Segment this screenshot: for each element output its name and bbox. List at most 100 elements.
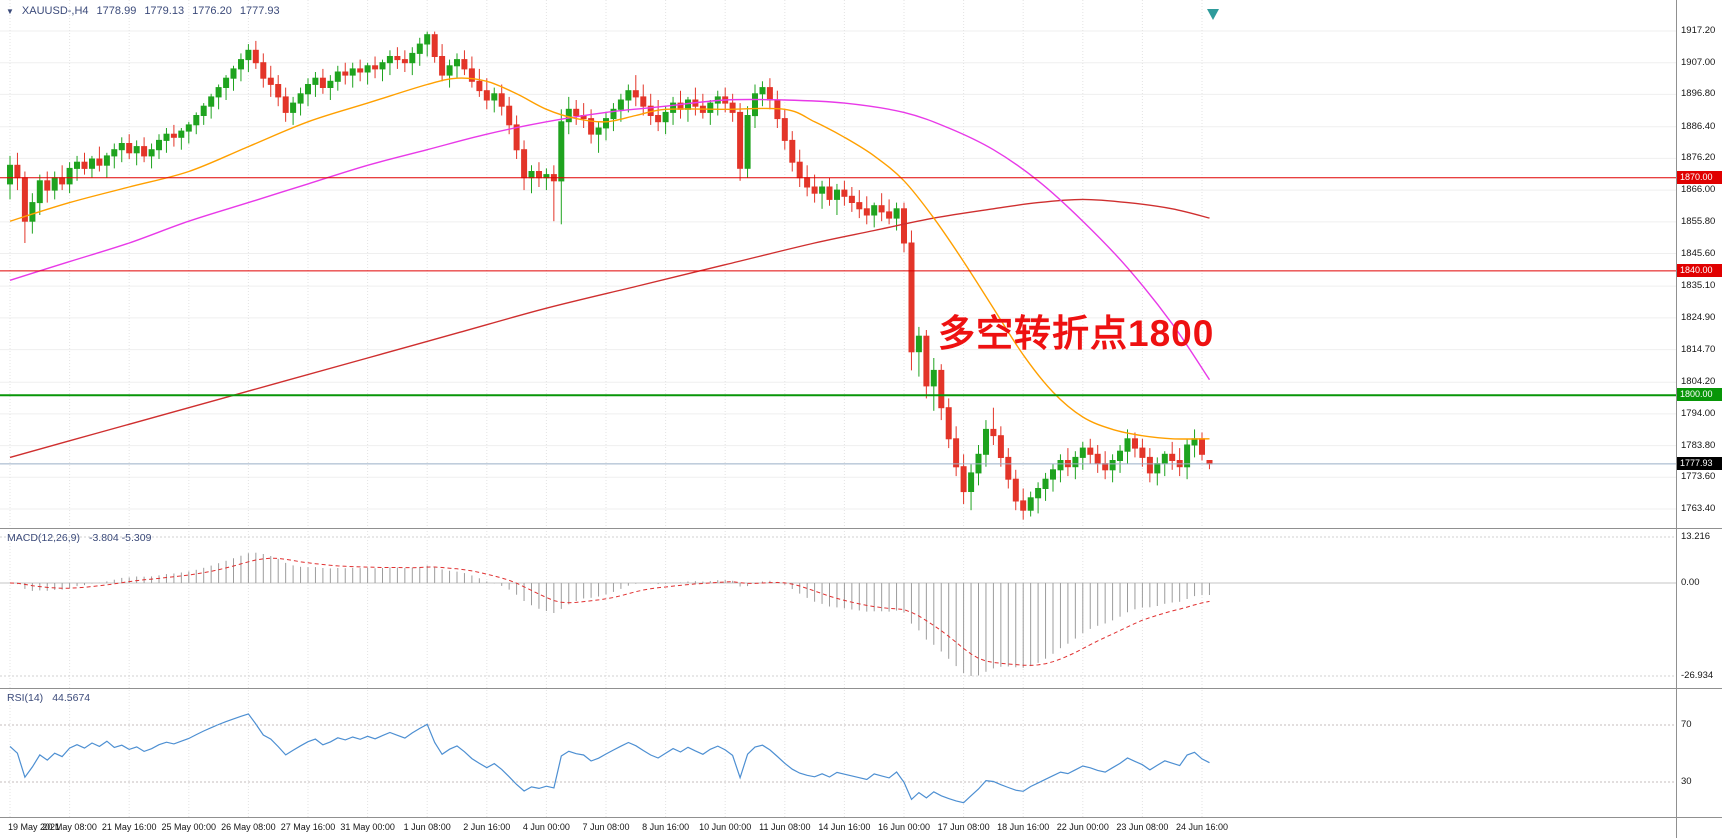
candle-body: [44, 180, 51, 191]
grid-layer: [0, 0, 1676, 817]
candle-body: [528, 171, 535, 179]
candle-body: [1050, 469, 1056, 480]
chart-header: ▼ XAUUSD-,H4 1778.99 1779.13 1776.20 177…: [6, 5, 280, 17]
time-tick-label: 18 Jun 16:00: [997, 822, 1050, 832]
macd-axis-label: 13.216: [1681, 531, 1711, 542]
candle-body: [685, 99, 691, 110]
candle-body: [103, 155, 110, 166]
candle-body: [185, 124, 192, 132]
candle-body: [424, 34, 431, 45]
ma-mid-magenta: [9, 98, 1211, 381]
ohlc-close: 1777.93: [239, 5, 280, 17]
candle-body: [1027, 497, 1034, 511]
candle-body: [968, 472, 975, 492]
candle-body: [163, 133, 170, 141]
candle-body: [118, 143, 125, 151]
candle-body: [267, 77, 274, 85]
candle-body: [416, 43, 423, 54]
candle-body: [848, 195, 855, 204]
rsi-layer[interactable]: [9, 713, 1210, 804]
candle-body: [36, 180, 43, 204]
candle-body: [327, 80, 334, 89]
candle-body: [51, 177, 58, 191]
candle-body: [29, 202, 36, 222]
candle-body: [1117, 450, 1123, 462]
candle-body: [81, 161, 88, 169]
candle-body: [811, 186, 818, 194]
candle-body: [923, 335, 930, 387]
candle-body: [983, 428, 989, 455]
candle-body: [558, 121, 565, 182]
candle-body: [126, 143, 133, 154]
candle-body: [260, 62, 267, 79]
candle-body: [468, 68, 475, 82]
candle-body: [1109, 460, 1116, 471]
candle-body: [401, 59, 408, 64]
price-tick-label: 1804.20: [1681, 376, 1716, 388]
time-tick-label: 17 Jun 08:00: [937, 822, 990, 832]
price-level-badge: 1800.00: [1677, 388, 1722, 402]
candle-body: [230, 68, 237, 79]
candle-body: [841, 189, 848, 197]
candle-body: [536, 171, 542, 179]
candle-body: [394, 56, 401, 61]
hlines-layer[interactable]: [0, 177, 1676, 465]
candle-body: [476, 80, 483, 92]
candle-body: [595, 127, 602, 135]
time-tick-label: 4 Jun 00:00: [522, 822, 570, 832]
candle-body: [305, 84, 311, 95]
candle-body: [901, 208, 907, 244]
candle-body: [1035, 488, 1042, 499]
candle-body: [707, 102, 714, 113]
candle-body: [483, 90, 490, 101]
macd-signal-line: [9, 557, 1210, 666]
candle-body: [1079, 447, 1086, 458]
candle-body: [878, 205, 885, 213]
candle-body: [603, 118, 609, 129]
time-tick-label: 21 May 16:00: [101, 822, 157, 832]
price-tick-label: 1814.70: [1681, 343, 1716, 355]
candle-body: [506, 105, 513, 126]
candle-body: [930, 369, 937, 387]
annotation-text[interactable]: 多空转折点1800: [938, 313, 1215, 354]
candle-body: [1206, 460, 1213, 465]
time-tick-label: 24 Jun 16:00: [1175, 822, 1229, 832]
candle-body: [662, 111, 669, 123]
candle-body: [632, 90, 639, 98]
candle-body: [1005, 456, 1012, 480]
candle-body: [223, 77, 230, 88]
chart-shift-marker-icon: [1207, 9, 1219, 20]
time-tick-label: 7 Jun 08:00: [582, 822, 630, 832]
time-tick-label: 26 May 08:00: [221, 822, 276, 832]
candle-body: [312, 77, 319, 85]
time-tick-label: 16 Jun 00:00: [877, 822, 931, 832]
price-tick-label: 1763.40: [1681, 503, 1716, 514]
candle-body: [1146, 456, 1153, 474]
macd-layer[interactable]: [9, 552, 1210, 676]
candle-body: [66, 167, 73, 185]
candle-body: [856, 202, 863, 210]
candles-layer[interactable]: [7, 31, 1213, 520]
candle-body: [655, 115, 662, 123]
candle-body: [625, 90, 632, 101]
candle-body: [915, 335, 922, 353]
time-tick-label: 20 May 08:00: [42, 822, 97, 832]
time-axis[interactable]: 19 May 2021 20 May 08:00 21 May 16:00 25 Ma…: [0, 818, 1676, 838]
symbol-dropdown-icon[interactable]: ▼: [6, 6, 14, 16]
rsi-line: [9, 713, 1210, 804]
price-axis[interactable]: 1917.20 1907.00 1896.80 1886.40 1876.20 1866.…: [1677, 0, 1722, 838]
candle-body: [141, 146, 148, 157]
candle-body: [617, 99, 624, 110]
candle-body: [439, 56, 446, 76]
candle-body: [908, 242, 915, 353]
candle-body: [670, 102, 677, 113]
candle-body: [156, 139, 162, 151]
candle-body: [133, 146, 140, 154]
rsi-value: 44.5674: [52, 692, 91, 704]
macd-axis-label: -26.934: [1681, 670, 1714, 681]
candle-body: [640, 96, 647, 107]
price-level-badge: 1840.00: [1677, 263, 1722, 277]
time-tick-label: 8 Jun 16:00: [642, 822, 690, 832]
